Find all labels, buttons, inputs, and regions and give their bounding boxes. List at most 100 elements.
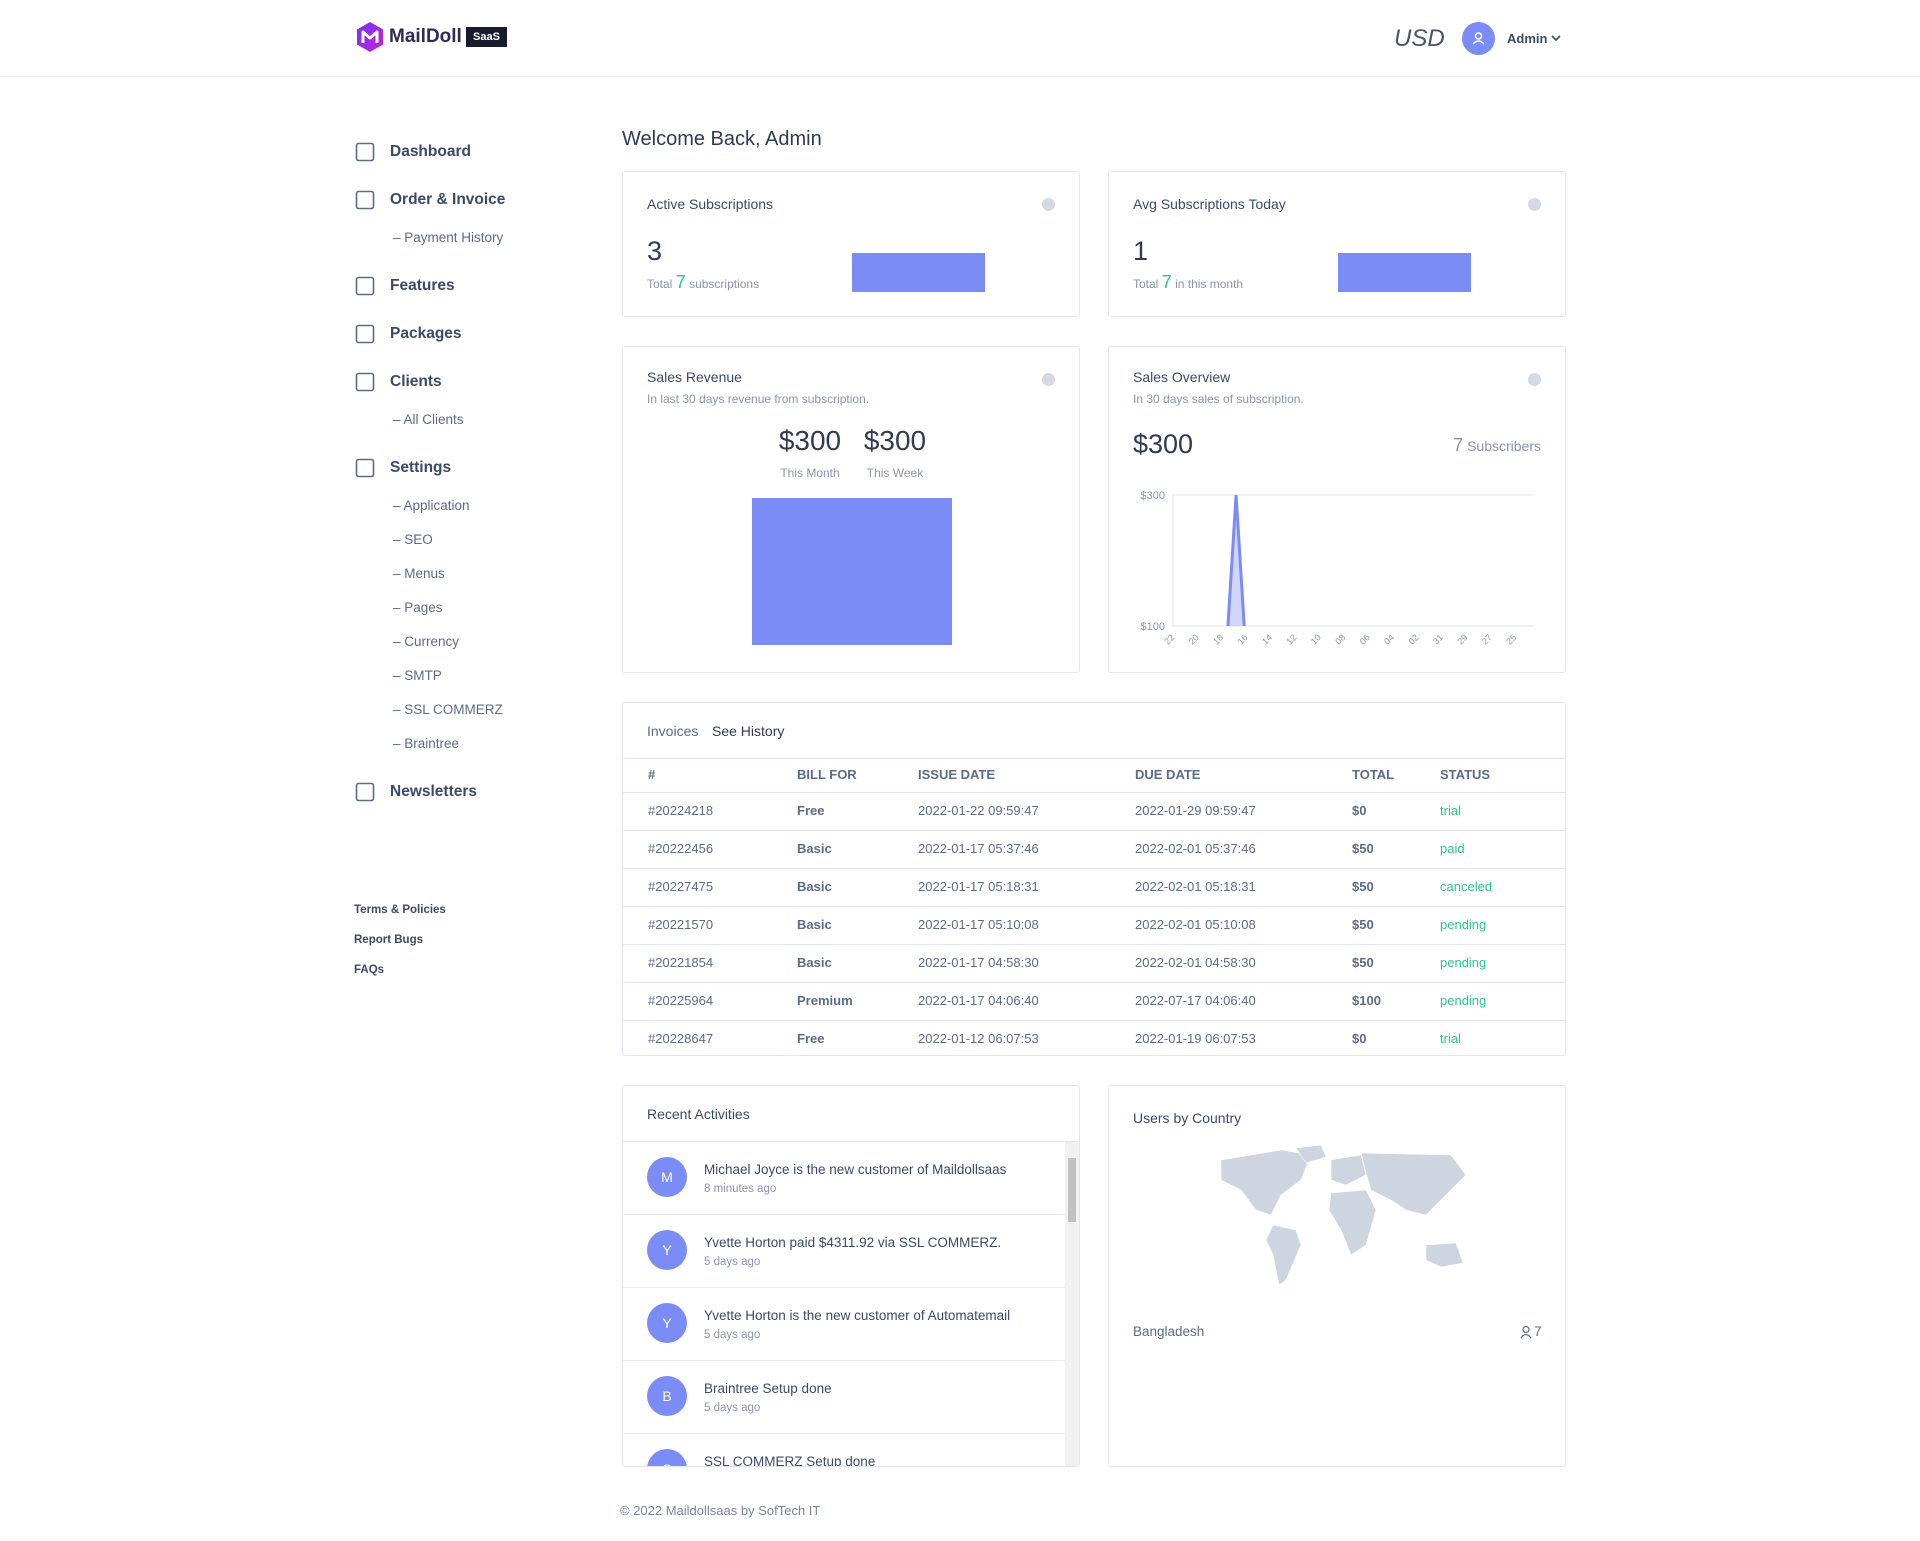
row-divider — [623, 906, 1565, 907]
table-cell[interactable]: #20228647 — [648, 1031, 714, 1046]
line-chart: $100 $300 22 20 18 16 14 12 10 08 06 04 02 31 29 27 25 — [1141, 490, 1535, 646]
menu-icon[interactable] — [355, 142, 375, 162]
scroll-thumb[interactable] — [1068, 1158, 1076, 1222]
history-link[interactable]: See History — [712, 723, 785, 739]
table-cell: 2022-01-17 05:37:46 — [918, 841, 1039, 856]
submenu-item[interactable]: – Menus — [393, 566, 445, 581]
logo-icon[interactable] — [355, 21, 385, 53]
x-tick-label: 12 — [1284, 632, 1298, 646]
menu-icon[interactable] — [355, 190, 375, 210]
overview-card: Sales Overview In 30 days sales of subsc… — [1108, 346, 1566, 673]
table-cell: 2022-01-12 06:07:53 — [918, 1031, 1039, 1046]
icon-shape — [355, 372, 375, 392]
table-cell: Free — [797, 803, 825, 818]
month-value: $300 — [778, 425, 842, 456]
stat-card: Active Subscriptions 3 Total 7 subscript… — [622, 171, 1080, 317]
submenu-item[interactable]: – Payment History — [393, 230, 504, 245]
row-divider — [623, 830, 1565, 831]
footer-link[interactable]: Report Bugs — [354, 934, 423, 946]
row-divider — [623, 1020, 1565, 1021]
activity-text: SSL COMMERZ Setup done — [704, 1454, 876, 1466]
table-cell[interactable]: #20222456 — [648, 841, 714, 856]
label: subscriptions — [689, 277, 760, 291]
header: MailDoll SaaS USD Admin — [0, 0, 1920, 77]
menu-item[interactable]: Newsletters — [390, 783, 478, 800]
menu-icon[interactable] — [355, 324, 375, 344]
menu-icon[interactable] — [355, 458, 375, 478]
activity-text: Braintree Setup done — [704, 1381, 832, 1396]
icon-body — [1520, 1333, 1532, 1339]
table-cell[interactable]: #20221570 — [648, 917, 714, 932]
table-cell: $0 — [1352, 803, 1367, 818]
activity-text: Yvette Horton paid $4311.92 via SSL COMM… — [704, 1235, 1002, 1250]
table-cell: Basic — [797, 917, 832, 932]
menu-item[interactable]: Clients — [390, 373, 442, 390]
table-header: ISSUE DATE — [918, 767, 996, 782]
country-list: Bangladesh 7 — [1109, 1086, 1565, 1466]
avatar: B — [647, 1376, 687, 1416]
menu-item[interactable]: Order & Invoice — [390, 191, 506, 208]
info-icon[interactable] — [1528, 198, 1541, 211]
activity-time: 5 days ago — [704, 1329, 761, 1341]
table-cell: 2022-02-01 05:10:08 — [1135, 917, 1256, 932]
icon-shape — [355, 324, 375, 344]
menu-item[interactable]: Dashboard — [390, 143, 471, 160]
table-cell: 2022-07-17 04:06:40 — [1135, 993, 1256, 1008]
chevron[interactable] — [1551, 34, 1561, 42]
submenu-item[interactable]: – Application — [393, 498, 470, 513]
avatar[interactable] — [1462, 22, 1495, 55]
submenu-item[interactable]: – SEO — [393, 532, 433, 547]
currency[interactable]: USD — [1394, 25, 1445, 52]
menu-item[interactable]: Settings — [390, 459, 452, 476]
info-icon[interactable] — [1528, 373, 1541, 386]
footer: © 2022 Maildollsaas by SofTech IT — [620, 1503, 821, 1518]
footer-link[interactable]: Terms & Policies — [354, 904, 446, 916]
submenu-item[interactable]: – SMTP — [393, 668, 442, 683]
table-cell[interactable]: #20224218 — [648, 803, 714, 818]
table-cell: pending — [1440, 955, 1487, 970]
table-cell[interactable]: #20225964 — [648, 993, 714, 1008]
avatar: M — [647, 1157, 687, 1197]
table-cell[interactable]: #20227475 — [648, 879, 714, 894]
brand-badge: SaaS — [465, 26, 508, 48]
brand[interactable]: MailDoll — [389, 26, 462, 47]
submenu-item[interactable]: – Currency — [393, 634, 460, 649]
avatar: Y — [647, 1303, 687, 1343]
table-cell: trial — [1440, 1031, 1461, 1046]
submenu-item[interactable]: – All Clients — [393, 412, 464, 427]
submenu-item[interactable]: – SSL COMMERZ — [393, 702, 503, 717]
table-cell: Basic — [797, 955, 832, 970]
table-cell: canceled — [1440, 879, 1493, 894]
table-cell[interactable]: #20221854 — [648, 955, 714, 970]
avatar: Y — [647, 1230, 687, 1270]
menu-icon[interactable] — [355, 372, 375, 392]
table-cell: 2022-01-29 09:59:47 — [1135, 803, 1256, 818]
y-tick-label: $100 — [1141, 621, 1165, 633]
submenu-item[interactable]: – Braintree — [393, 736, 460, 751]
card-title: Avg Subscriptions Today — [1133, 196, 1286, 212]
menu-icon[interactable] — [355, 276, 375, 296]
activity: M Michael Joyce is the new customer of Ma… — [623, 1142, 1065, 1215]
card-title: Recent Activities — [647, 1106, 750, 1122]
footer-link[interactable]: FAQs — [354, 964, 385, 976]
info-icon[interactable] — [1042, 198, 1055, 211]
revenue-bar — [752, 498, 952, 645]
x-tick-label: 02 — [1407, 632, 1421, 646]
table-cell: paid — [1440, 841, 1465, 856]
scrollbar[interactable] — [1065, 1142, 1079, 1466]
x-tick-label: 29 — [1455, 632, 1469, 646]
menu-item[interactable]: Packages — [390, 325, 462, 342]
x-tick-label: 10 — [1309, 632, 1323, 646]
menu-icon[interactable] — [355, 782, 375, 802]
table-cell: 2022-01-22 09:59:47 — [918, 803, 1039, 818]
submenu-item[interactable]: – Pages — [393, 600, 443, 615]
avatar: S — [647, 1449, 687, 1466]
world-map[interactable] — [1201, 1144, 1471, 1296]
total: 7 — [675, 272, 686, 292]
menu-item[interactable]: Features — [390, 277, 455, 294]
info-icon[interactable] — [1042, 373, 1055, 386]
x-tick-label: 06 — [1358, 632, 1372, 646]
sidebar: Dashboard Order & Invoice – Payment Histor… — [0, 77, 600, 1077]
user-name[interactable]: Admin — [1507, 31, 1548, 46]
activity-text: Yvette Horton is the new customer of Aut… — [704, 1308, 1011, 1323]
